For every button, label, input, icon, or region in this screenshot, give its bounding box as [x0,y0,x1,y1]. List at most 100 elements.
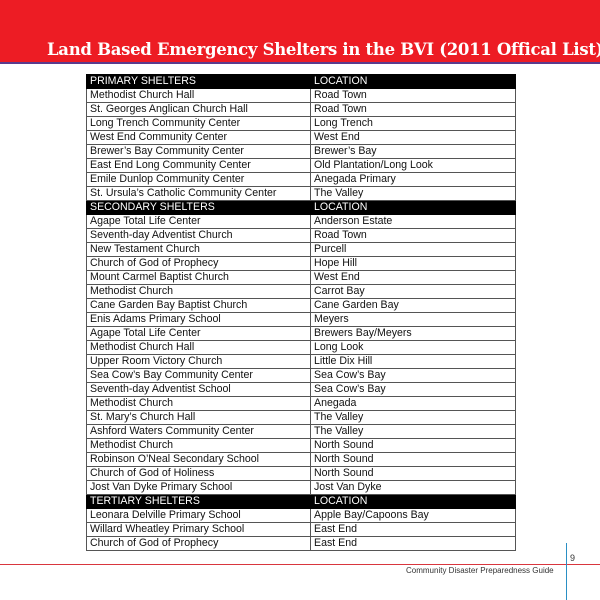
shelter-name: Willard Wheatley Primary School [86,522,311,537]
table-row: Emile Dunlop Community Center Anegada Pri… [86,172,516,187]
shelter-location: Jost Van Dyke [310,480,516,495]
footer-divider [0,564,600,565]
shelter-name: Long Trench Community Center [86,116,311,131]
shelter-location: Long Look [310,340,516,355]
table-row: Agape Total Life Center Anderson Estate [86,214,516,229]
page-title: Land Based Emergency Shelters in the BVI… [47,40,600,59]
shelter-name: Upper Room Victory Church [86,354,311,369]
shelter-name: Methodist Church Hall [86,340,311,355]
table-row: Robinson O’Neal Secondary School North So… [86,452,516,467]
shelter-name: Sea Cow’s Bay Community Center [86,368,311,383]
shelter-location: Hope Hill [310,256,516,271]
shelter-location: The Valley [310,410,516,425]
shelter-location: Road Town [310,88,516,103]
table-row: Agape Total Life Center Brewers Bay/Meyer… [86,326,516,341]
table-row: Methodist Church North Sound [86,438,516,453]
table-row: East End Long Community Center Old Planta… [86,158,516,173]
table-row: Methodist Church Hall Road Town [86,88,516,103]
shelters-table: PRIMARY SHELTERS LOCATION Methodist Church… [86,74,516,551]
shelter-name: Ashford Waters Community Center [86,424,311,439]
shelter-name: West End Community Center [86,130,311,145]
table-row: Mount Carmel Baptist Church West End [86,270,516,285]
shelter-location: Meyers [310,312,516,327]
shelter-name: Methodist Church Hall [86,88,311,103]
shelter-location: Sea Cow’s Bay [310,382,516,397]
footer-vertical-rule [566,543,567,600]
shelter-location: Road Town [310,228,516,243]
shelter-location: The Valley [310,424,516,439]
shelter-name: St. Ursula’s Catholic Community Center [86,186,311,201]
shelter-location: East End [310,536,516,551]
header-divider [0,62,600,64]
shelter-location: West End [310,270,516,285]
shelter-name: Methodist Church [86,396,311,411]
shelter-location: East End [310,522,516,537]
shelter-name: Enis Adams Primary School [86,312,311,327]
section-heading: TERTIARY SHELTERS [86,494,311,509]
table-row: St. Ursula’s Catholic Community Center Th… [86,186,516,201]
shelter-name: Agape Total Life Center [86,214,311,229]
shelter-location: North Sound [310,438,516,453]
shelter-location: Cane Garden Bay [310,298,516,313]
shelter-location: Long Trench [310,116,516,131]
section-heading: SECONDARY SHELTERS [86,200,311,215]
table-row: Seventh-day Adventist School Sea Cow’s Ba… [86,382,516,397]
table-row: Church of God of Prophecy Hope Hill [86,256,516,271]
shelter-name: Robinson O’Neal Secondary School [86,452,311,467]
section-header-row: TERTIARY SHELTERS LOCATION [86,494,516,509]
shelter-name: Methodist Church [86,438,311,453]
shelter-name: Methodist Church [86,284,311,299]
table-row: Ashford Waters Community Center The Valle… [86,424,516,439]
table-row: Willard Wheatley Primary School East End [86,522,516,537]
shelter-location: Carrot Bay [310,284,516,299]
shelter-location: Anegada [310,396,516,411]
table-row: Church of God of Holiness North Sound [86,466,516,481]
shelter-name: Mount Carmel Baptist Church [86,270,311,285]
header-band [0,0,600,62]
shelter-name: East End Long Community Center [86,158,311,173]
shelter-location: North Sound [310,466,516,481]
shelter-location: Brewers Bay/Meyers [310,326,516,341]
shelter-name: Church of God of Prophecy [86,536,311,551]
footer-text: Community Disaster Preparedness Guide [406,566,554,575]
page-number: 9 [570,553,576,563]
table-row: West End Community Center West End [86,130,516,145]
table-row: St. Georges Anglican Church Hall Road Tow… [86,102,516,117]
shelter-name: Seventh-day Adventist School [86,382,311,397]
shelter-name: Emile Dunlop Community Center [86,172,311,187]
shelter-location: North Sound [310,452,516,467]
shelter-location: Little Dix Hill [310,354,516,369]
table-row: Methodist Church Anegada [86,396,516,411]
shelter-name: Cane Garden Bay Baptist Church [86,298,311,313]
section-header-row: SECONDARY SHELTERS LOCATION [86,200,516,215]
shelter-location: Anderson Estate [310,214,516,229]
location-heading: LOCATION [310,494,516,509]
table-row: Church of God of Prophecy East End [86,536,516,551]
shelter-location: Sea Cow’s Bay [310,368,516,383]
table-row: Methodist Church Carrot Bay [86,284,516,299]
shelter-location: The Valley [310,186,516,201]
shelter-location: West End [310,130,516,145]
shelter-name: Agape Total Life Center [86,326,311,341]
table-row: Leonara Delville Primary School Apple Bay… [86,508,516,523]
shelter-name: Brewer’s Bay Community Center [86,144,311,159]
shelter-name: St. Mary’s Church Hall [86,410,311,425]
shelter-name: New Testament Church [86,242,311,257]
shelter-name: Leonara Delville Primary School [86,508,311,523]
shelter-name: St. Georges Anglican Church Hall [86,102,311,117]
shelter-name: Church of God of Prophecy [86,256,311,271]
table-row: Brewer’s Bay Community Center Brewer’s Ba… [86,144,516,159]
table-row: Enis Adams Primary School Meyers [86,312,516,327]
section-heading: PRIMARY SHELTERS [86,74,311,89]
table-row: Upper Room Victory Church Little Dix Hill [86,354,516,369]
table-row: St. Mary’s Church Hall The Valley [86,410,516,425]
table-row: Cane Garden Bay Baptist Church Cane Garde… [86,298,516,313]
shelter-location: Purcell [310,242,516,257]
shelter-location: Anegada Primary [310,172,516,187]
shelter-location: Old Plantation/Long Look [310,158,516,173]
table-row: New Testament Church Purcell [86,242,516,257]
shelter-name: Seventh-day Adventist Church [86,228,311,243]
shelter-location: Brewer’s Bay [310,144,516,159]
shelter-name: Jost Van Dyke Primary School [86,480,311,495]
shelter-location: Apple Bay/Capoons Bay [310,508,516,523]
